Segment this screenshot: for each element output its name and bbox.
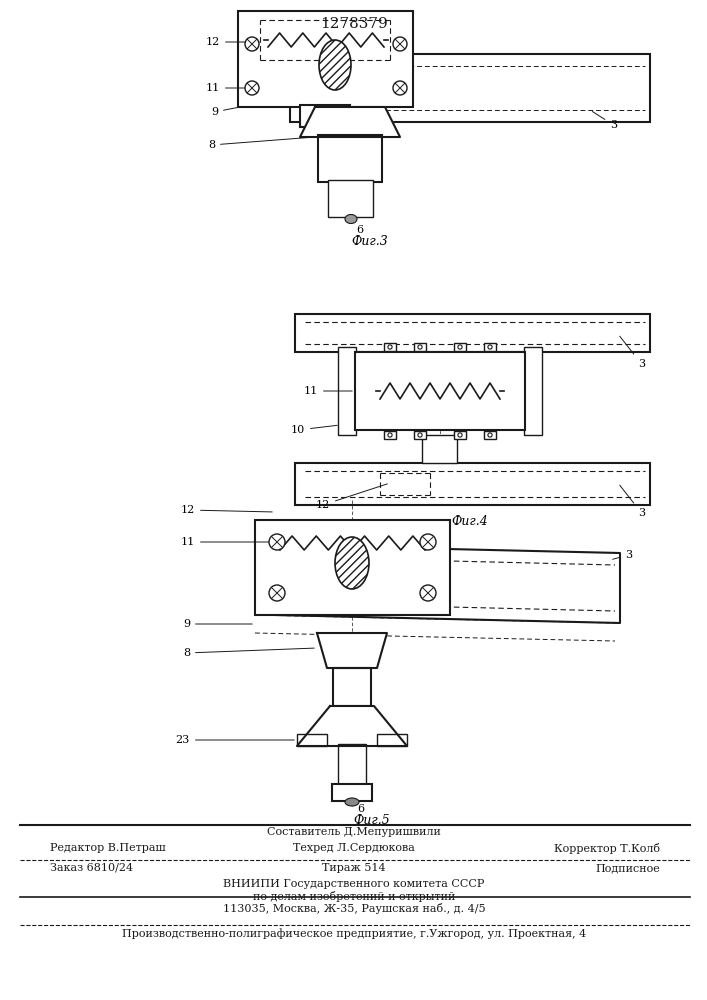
Bar <box>484 431 496 439</box>
Polygon shape <box>317 633 387 668</box>
Bar <box>355 352 525 430</box>
Bar <box>414 352 426 438</box>
Polygon shape <box>275 545 620 623</box>
Text: 12: 12 <box>206 37 259 47</box>
Text: 8: 8 <box>183 648 314 658</box>
Text: Фиг.4: Фиг.4 <box>452 515 489 528</box>
Text: 9: 9 <box>211 107 238 117</box>
Text: 11: 11 <box>181 537 274 547</box>
Text: Редактор В.Петраш: Редактор В.Петраш <box>50 843 165 853</box>
Circle shape <box>393 37 407 51</box>
Bar <box>300 105 350 127</box>
Bar <box>295 463 650 505</box>
Bar <box>454 431 466 439</box>
Bar <box>338 347 356 435</box>
Circle shape <box>245 37 259 51</box>
Text: Корректор Т.Колб: Корректор Т.Колб <box>554 843 660 854</box>
Bar <box>295 314 650 352</box>
Ellipse shape <box>335 537 369 589</box>
Bar <box>384 343 396 351</box>
Ellipse shape <box>319 40 351 90</box>
Bar <box>414 343 426 351</box>
Bar <box>333 668 371 706</box>
Bar <box>384 352 396 438</box>
Text: 12: 12 <box>316 484 387 510</box>
Circle shape <box>393 81 407 95</box>
Bar <box>328 180 373 217</box>
Bar <box>384 431 396 439</box>
Text: Составитель Д.Мепуришвили: Составитель Д.Мепуришвили <box>267 827 441 837</box>
Text: 8: 8 <box>208 137 312 150</box>
Text: Техред Л.Сердюкова: Техред Л.Сердюкова <box>293 843 415 853</box>
Text: 6: 6 <box>356 225 363 235</box>
Polygon shape <box>297 706 407 746</box>
Text: 10: 10 <box>291 425 337 435</box>
Bar <box>377 734 407 746</box>
Text: 113035, Москва, Ж-35, Раушская наб., д. 4/5: 113035, Москва, Ж-35, Раушская наб., д. … <box>223 903 485 914</box>
Text: 11: 11 <box>206 83 250 93</box>
Ellipse shape <box>345 798 359 806</box>
Text: Производственно-полиграфическое предприятие, г.Ужгород, ул. Проектная, 4: Производственно-полиграфическое предприя… <box>122 928 586 939</box>
Text: 23: 23 <box>176 735 294 745</box>
Circle shape <box>420 534 436 550</box>
Bar <box>454 343 466 351</box>
Text: 9: 9 <box>183 619 252 629</box>
Text: Фиг.3: Фиг.3 <box>351 235 388 248</box>
Bar <box>238 11 413 107</box>
Bar <box>318 135 382 182</box>
Text: по делам изобретений и открытий: по делам изобретений и открытий <box>253 891 455 902</box>
Bar <box>332 784 372 801</box>
Circle shape <box>269 585 285 601</box>
Text: Заказ 6810/24: Заказ 6810/24 <box>50 863 133 873</box>
Bar <box>414 431 426 439</box>
Ellipse shape <box>345 215 357 224</box>
Bar <box>338 744 366 786</box>
Bar <box>524 347 542 435</box>
Polygon shape <box>300 107 400 137</box>
Bar <box>484 343 496 351</box>
Text: Фиг.5: Фиг.5 <box>354 814 390 827</box>
Text: 12: 12 <box>181 505 272 515</box>
Bar <box>422 435 457 463</box>
Text: 6: 6 <box>357 804 364 814</box>
Text: 3: 3 <box>592 111 617 130</box>
Text: 3: 3 <box>620 485 645 518</box>
Text: 3: 3 <box>620 336 645 369</box>
Text: Подписное: Подписное <box>595 863 660 873</box>
Circle shape <box>245 81 259 95</box>
Text: Тираж 514: Тираж 514 <box>322 863 386 873</box>
Bar <box>290 54 650 122</box>
Bar <box>454 352 466 438</box>
Bar <box>255 520 450 615</box>
Bar <box>484 352 496 438</box>
Text: 3: 3 <box>613 550 632 560</box>
Text: 1278379: 1278379 <box>320 17 388 31</box>
Circle shape <box>420 585 436 601</box>
Text: ВНИИПИ Государственного комитета СССР: ВНИИПИ Государственного комитета СССР <box>223 879 485 889</box>
Circle shape <box>269 534 285 550</box>
Text: 11: 11 <box>304 386 352 396</box>
Bar <box>297 734 327 746</box>
